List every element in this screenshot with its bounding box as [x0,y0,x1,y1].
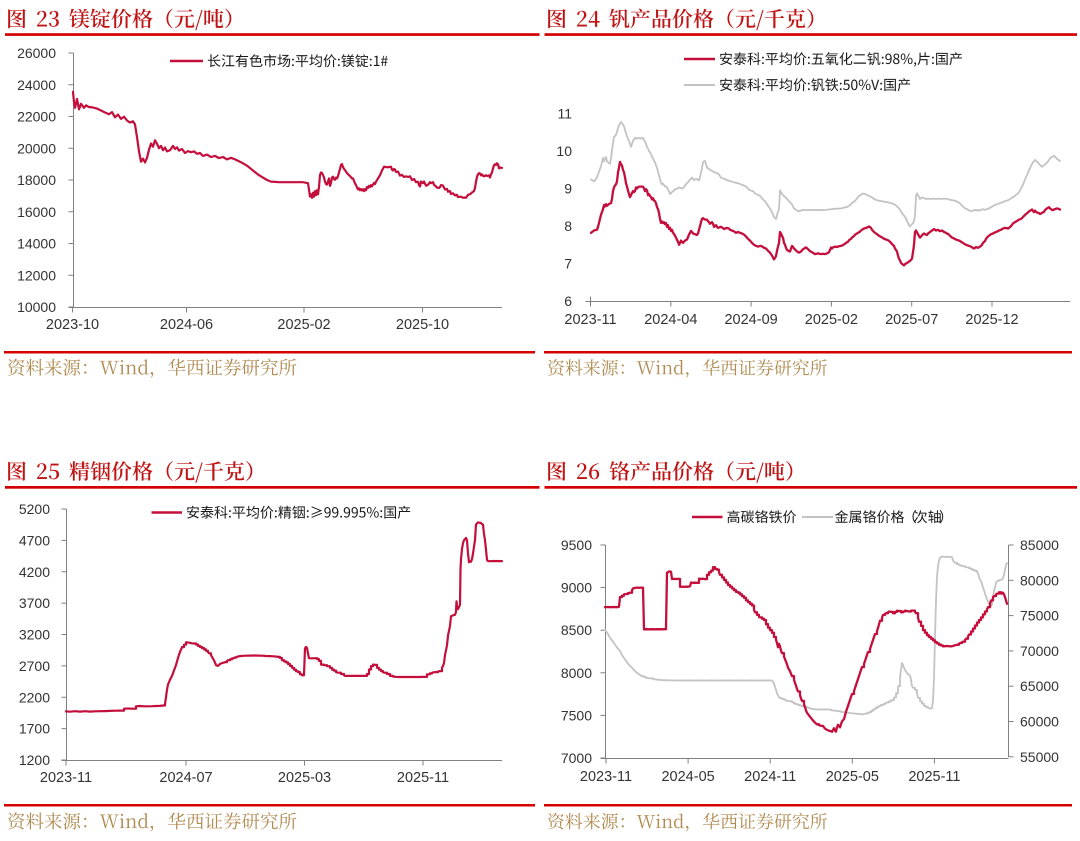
svg-text:60000: 60000 [1020,714,1059,730]
svg-text:22000: 22000 [17,109,56,125]
svg-text:6: 6 [564,293,572,309]
svg-text:2024-06: 2024-06 [160,317,213,333]
svg-text:4200: 4200 [19,564,50,580]
svg-text:1700: 1700 [19,721,50,737]
svg-text:7: 7 [564,256,572,272]
svg-text:2025-10: 2025-10 [396,317,449,333]
svg-text:3200: 3200 [19,627,50,643]
svg-text:65000: 65000 [1020,678,1059,694]
svg-text:2023-10: 2023-10 [46,317,99,333]
svg-text:8500: 8500 [561,622,592,638]
svg-text:2025-12: 2025-12 [965,312,1018,328]
svg-text:70000: 70000 [1020,643,1059,659]
svg-text:14000: 14000 [17,236,56,252]
svg-text:10000: 10000 [17,299,56,315]
svg-text:16000: 16000 [17,204,56,220]
svg-text:7500: 7500 [561,707,592,723]
svg-text:11: 11 [557,106,572,122]
svg-text:2200: 2200 [19,689,50,705]
svg-text:2023-11: 2023-11 [580,769,632,785]
svg-text:2025-03: 2025-03 [278,770,331,786]
svg-text:8: 8 [564,218,572,234]
svg-text:2025-11: 2025-11 [908,769,960,785]
svg-text:2025-02: 2025-02 [277,317,330,333]
svg-text:2024-07: 2024-07 [159,770,212,786]
svg-text:26000: 26000 [17,45,56,61]
svg-text:2024-09: 2024-09 [724,312,777,328]
svg-text:2024-04: 2024-04 [644,312,697,328]
svg-text:9500: 9500 [561,537,592,553]
svg-text:2024-11: 2024-11 [744,769,796,785]
svg-text:5200: 5200 [19,501,50,517]
svg-text:7000: 7000 [561,750,592,766]
svg-text:10: 10 [556,143,572,159]
svg-text:2700: 2700 [19,658,50,674]
svg-text:2024-05: 2024-05 [661,769,714,785]
svg-text:9: 9 [564,181,572,197]
svg-text:9000: 9000 [561,580,592,596]
svg-text:2023-11: 2023-11 [40,770,92,786]
svg-text:12000: 12000 [17,267,56,283]
svg-text:1200: 1200 [19,752,50,768]
svg-text:75000: 75000 [1020,608,1059,624]
svg-text:55000: 55000 [1020,749,1059,765]
svg-text:2025-05: 2025-05 [826,769,879,785]
svg-text:85000: 85000 [1020,537,1059,553]
svg-text:2025-07: 2025-07 [885,312,938,328]
svg-text:8000: 8000 [561,665,592,681]
svg-text:18000: 18000 [17,172,56,188]
svg-text:80000: 80000 [1020,572,1059,588]
svg-text:20000: 20000 [17,140,56,156]
svg-text:2023-11: 2023-11 [564,312,616,328]
svg-text:24000: 24000 [17,77,56,93]
svg-text:4700: 4700 [19,532,50,548]
svg-text:3700: 3700 [19,595,50,611]
svg-text:2025-02: 2025-02 [805,312,858,328]
svg-text:2025-11: 2025-11 [397,770,449,786]
